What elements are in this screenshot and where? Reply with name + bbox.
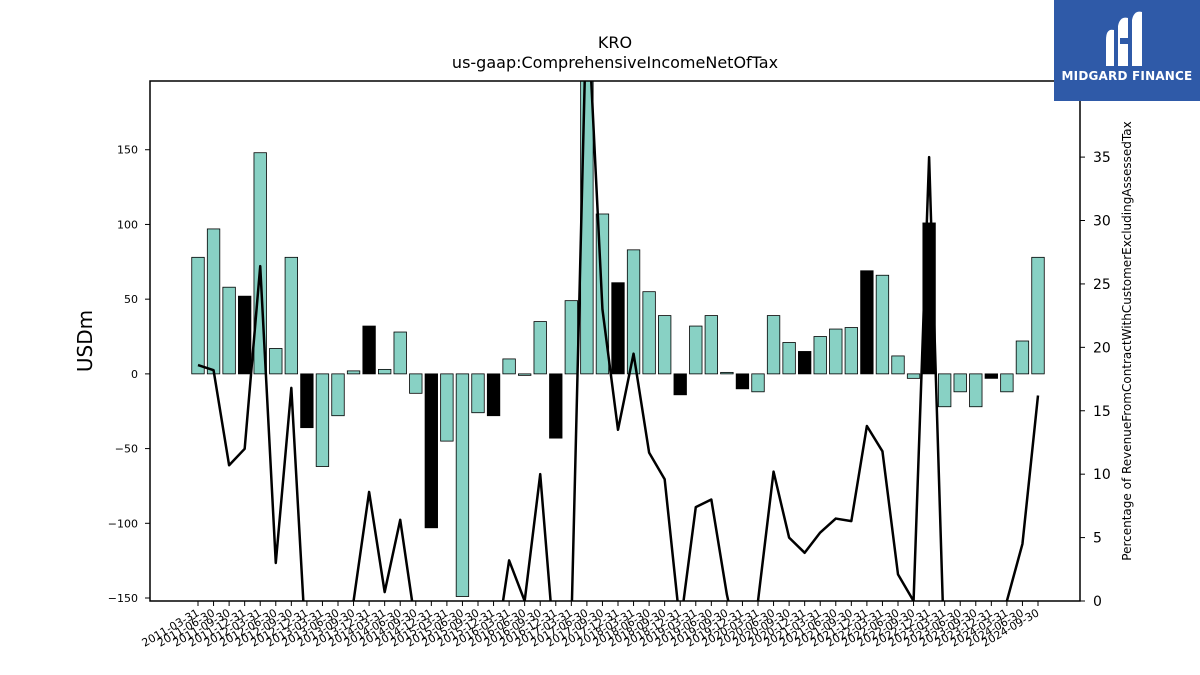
bar [658, 315, 672, 375]
bar [906, 373, 921, 379]
x-axis: 2011-03-312011-06-302011-09-302011-12-31… [140, 601, 1042, 650]
bar [549, 373, 563, 439]
bar [206, 228, 221, 375]
bar [284, 256, 298, 375]
bar [238, 295, 252, 375]
bar [642, 291, 656, 375]
chart-subtitle: us-gaap:ComprehensiveIncomeNetOfTax [452, 53, 778, 72]
y-axis: −150 −100 −50 0 50 100 150 [108, 144, 150, 605]
bar [346, 370, 361, 375]
bar [424, 373, 438, 529]
bar [751, 373, 765, 393]
bar [860, 270, 874, 375]
bar [315, 373, 330, 467]
brand-logo: MIDGARD FINANCE [1054, 0, 1200, 101]
logo-text: MIDGARD FINANCE [1061, 69, 1193, 83]
bar [813, 336, 827, 375]
y2-tick-label: 5 [1093, 531, 1102, 547]
bar [362, 325, 376, 375]
y-tick-label: −150 [108, 592, 138, 605]
bar [611, 282, 625, 375]
bar [222, 286, 236, 375]
bar [673, 373, 687, 396]
plot-frame [149, 80, 1081, 602]
bar [471, 373, 485, 414]
y2-axis-label: Percentage of RevenueFromContractWithCus… [1120, 121, 1134, 560]
bar [191, 256, 205, 375]
y2-tick-label: 30 [1093, 214, 1111, 230]
bar [875, 274, 890, 375]
bar [564, 300, 578, 375]
bar [533, 321, 547, 375]
y-tick-label: 150 [117, 144, 138, 157]
y2-tick-label: 15 [1093, 404, 1111, 420]
bar [440, 373, 454, 442]
bar [844, 327, 858, 375]
bar [938, 373, 952, 408]
bar [1000, 373, 1014, 393]
midgard-logo-icon [1106, 11, 1142, 66]
y-tick-label: 50 [124, 293, 138, 306]
chart-title: KRO [598, 33, 632, 52]
y-axis-label: USDm [73, 310, 97, 372]
bar [1031, 256, 1045, 375]
bar [689, 325, 703, 375]
bar [720, 371, 734, 375]
bar [953, 373, 967, 393]
bar [378, 368, 392, 375]
y2-axis: 0 5 10 15 20 25 30 35 [1080, 150, 1111, 610]
y-tick-label: 0 [131, 368, 138, 381]
bar [269, 348, 283, 375]
y2-tick-label: 10 [1093, 467, 1111, 483]
bar [829, 328, 843, 375]
bar [891, 355, 905, 375]
bar [300, 373, 314, 429]
bar [782, 342, 796, 375]
bar [455, 373, 470, 597]
line-series [197, 81, 1040, 601]
line-path [197, 81, 1040, 601]
y-tick-label: 100 [117, 218, 138, 231]
bar [984, 373, 998, 379]
bar [518, 373, 532, 376]
bar [735, 373, 750, 390]
bar [486, 373, 501, 417]
y2-tick-label: 35 [1093, 150, 1111, 166]
bar [409, 373, 423, 394]
bar [393, 331, 407, 375]
bar [1015, 340, 1030, 375]
y2-tick-label: 20 [1093, 340, 1111, 356]
bar [502, 358, 516, 375]
bar [969, 373, 983, 408]
y2-tick-label: 25 [1093, 277, 1111, 293]
bar [798, 351, 812, 375]
y-tick-label: −50 [115, 443, 138, 456]
bar [766, 315, 781, 375]
bar [704, 315, 718, 375]
y-tick-label: −100 [108, 517, 138, 530]
y2-tick-label: 0 [1093, 594, 1102, 610]
bar [331, 373, 345, 417]
bar [626, 249, 641, 375]
